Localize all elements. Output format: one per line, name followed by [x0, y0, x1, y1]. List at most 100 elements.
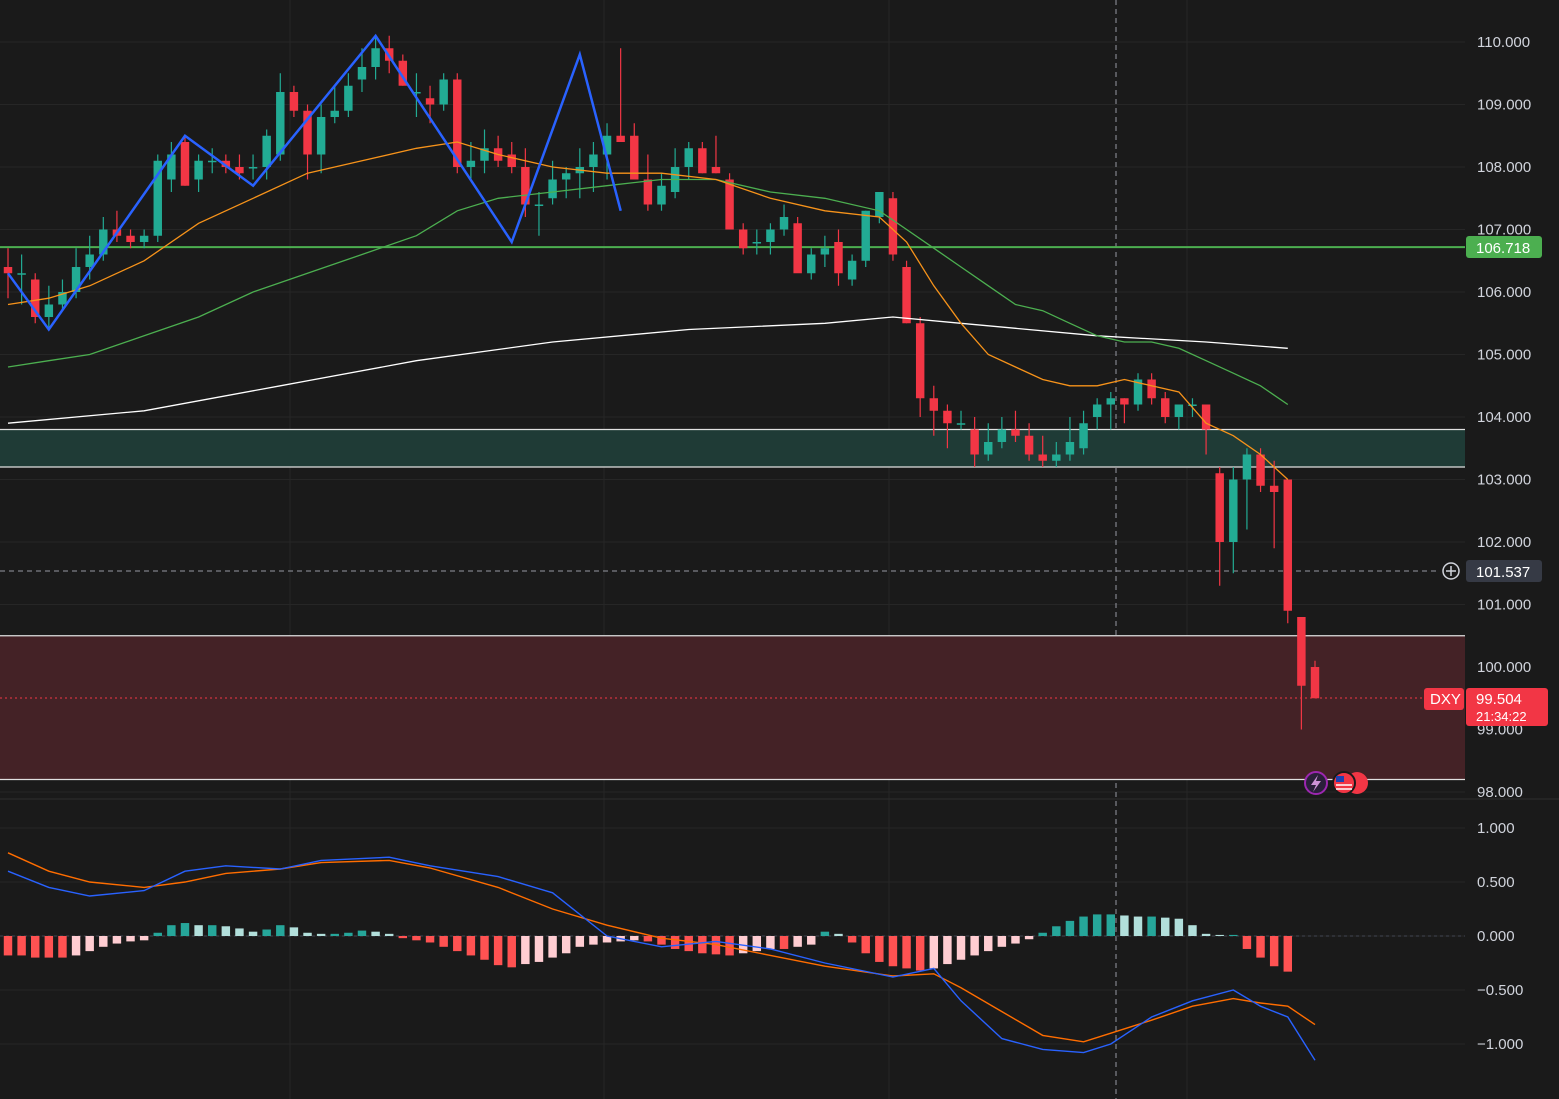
candle-body [221, 160, 231, 167]
macd-histogram-bar [44, 936, 54, 958]
candle-body [657, 185, 666, 205]
candle-body [1024, 435, 1034, 455]
candle-body [929, 398, 939, 411]
candle-body [17, 273, 26, 275]
macd-histogram-bar [167, 925, 176, 936]
crosshair-price-tag[interactable]: 101.537 [1442, 560, 1542, 582]
candle [643, 154, 653, 211]
macd-histogram-bar [439, 936, 448, 947]
candle [371, 35, 380, 80]
candle-body [1269, 485, 1279, 492]
macd-histogram-bar [698, 936, 707, 954]
candle-body [1120, 398, 1129, 405]
candle-body [1106, 398, 1116, 405]
macd-histogram-bar [31, 936, 40, 958]
sma-slow-line [7, 316, 1288, 424]
candle [248, 154, 258, 180]
macd-histogram-bar [71, 936, 81, 956]
candle-body [371, 48, 380, 67]
candle [194, 154, 203, 192]
candle-body [344, 85, 353, 111]
candle-body [412, 92, 421, 94]
candle [834, 229, 843, 286]
macd-tick-label: −0.500 [1477, 982, 1523, 999]
macd-histogram-bar [480, 936, 489, 960]
macd-histogram-bar [1256, 936, 1265, 958]
candle-body [970, 429, 979, 455]
candle-body [44, 304, 54, 317]
macd-histogram-bar [956, 936, 966, 960]
candle-body [180, 142, 190, 186]
candle-body [1065, 442, 1075, 455]
macd-histogram-bar [221, 926, 231, 936]
candle-body [3, 267, 13, 274]
macd-histogram-bar [670, 936, 680, 949]
macd-histogram-bar [861, 936, 870, 954]
macd-histogram-bar [929, 936, 939, 969]
macd-histogram-bar [153, 932, 162, 936]
candle-body [834, 242, 843, 274]
macd-histogram-bar [1133, 916, 1143, 936]
event-markers[interactable] [1304, 771, 1368, 795]
candle [1024, 423, 1034, 461]
macd-histogram-bar [1065, 920, 1075, 936]
candle [1133, 373, 1143, 411]
candle-body [276, 92, 285, 155]
demand-zone [0, 429, 1465, 467]
candle-body [902, 267, 911, 324]
candle [453, 73, 462, 174]
candle [439, 73, 448, 111]
macd-histogram-bar [589, 936, 598, 945]
price-axis[interactable]: 110.000 109.000 108.000 107.000 106.000 105.0… [1477, 34, 1531, 1053]
macd-histogram-bar [344, 932, 353, 936]
candle-body [58, 292, 67, 305]
candle-body [956, 423, 966, 425]
price-tick-label: 98.000 [1477, 784, 1523, 801]
candle-body [1092, 404, 1102, 417]
candle-body [398, 60, 408, 86]
macd-histogram-bar [1215, 934, 1224, 936]
price-tick-label: 101.000 [1477, 597, 1531, 614]
last-price-tag: DXY 99.504 21:34:22 [1424, 688, 1548, 726]
candle [684, 142, 693, 180]
macd-histogram-bar [602, 936, 612, 943]
candle-body [153, 160, 162, 236]
macd-histogram-bar [262, 929, 271, 936]
candle-body [207, 160, 217, 163]
macd-histogram-bar [1024, 936, 1034, 940]
macd-histogram-bar [1038, 932, 1047, 936]
macd-tick-label: 0.000 [1477, 928, 1515, 945]
candle-body [139, 235, 149, 242]
candle-body [1133, 379, 1143, 405]
candle-body [752, 242, 762, 244]
countdown-label: 21:34:22 [1476, 709, 1527, 724]
symbol-label: DXY [1430, 691, 1461, 708]
macd-signal-line [7, 852, 1316, 1043]
macd-histogram-bar [630, 936, 639, 941]
macd-histogram-bar [139, 936, 149, 941]
candle [357, 48, 367, 92]
candle-body [984, 442, 993, 455]
macd-histogram-bar [180, 923, 190, 936]
candle-body [126, 235, 135, 242]
candle-body [766, 229, 775, 242]
add-alert-icon [1442, 562, 1460, 580]
candle [752, 229, 762, 255]
candle-body [534, 204, 544, 206]
macd-histogram-bar [235, 928, 244, 936]
candle [984, 423, 993, 461]
candle [1120, 398, 1129, 424]
candle-body [847, 260, 857, 280]
candle [807, 248, 816, 280]
candle [412, 73, 421, 117]
lower-zone [0, 635, 1465, 780]
price-tick-label: 103.000 [1477, 472, 1531, 489]
candle [1079, 410, 1088, 455]
candle-body [1147, 379, 1156, 399]
candle [602, 123, 612, 180]
macd-histogram-bar [194, 925, 203, 936]
candle-body [943, 410, 952, 424]
candle [207, 148, 217, 174]
macd-histogram-bar [752, 936, 762, 952]
